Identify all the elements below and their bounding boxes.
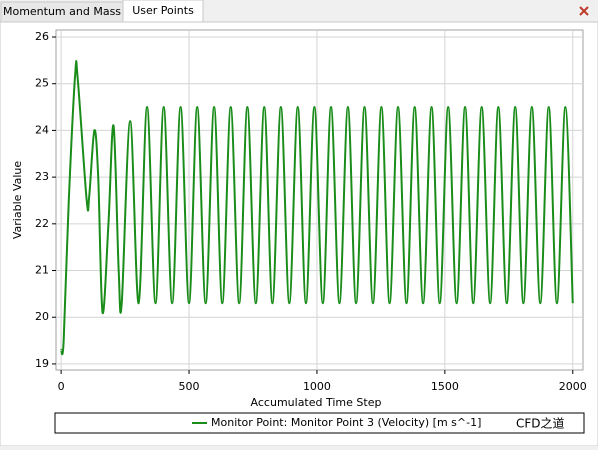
watermark: CFD之道: [516, 417, 565, 431]
x-axis-title: Accumulated Time Step: [251, 396, 382, 409]
legend-label: Monitor Point: Monitor Point 3 (Velocity…: [211, 416, 481, 429]
y-axis-title: Variable Value: [11, 161, 24, 239]
legend: [54, 412, 585, 434]
x-tick-label: 1500: [431, 380, 459, 393]
y-tick-label: 22: [35, 217, 49, 230]
tab-label[interactable]: Momentum and Mass: [3, 5, 121, 18]
x-tick-label: 2000: [559, 380, 587, 393]
y-tick-label: 19: [35, 357, 49, 370]
x-tick-label: 1000: [303, 380, 331, 393]
y-tick-label: 20: [35, 310, 49, 323]
y-tick-label: 26: [35, 30, 49, 43]
y-tick-label: 23: [35, 170, 49, 183]
y-tick-label: 25: [35, 77, 49, 90]
close-icon[interactable]: [579, 6, 589, 16]
tab-label[interactable]: User Points: [132, 4, 194, 17]
y-tick-label: 21: [35, 264, 49, 277]
series-line: [60, 60, 574, 356]
x-tick-label: 0: [58, 380, 65, 393]
y-tick-label: 24: [35, 123, 49, 136]
x-tick-label: 500: [179, 380, 200, 393]
plot-area: [55, 29, 584, 371]
